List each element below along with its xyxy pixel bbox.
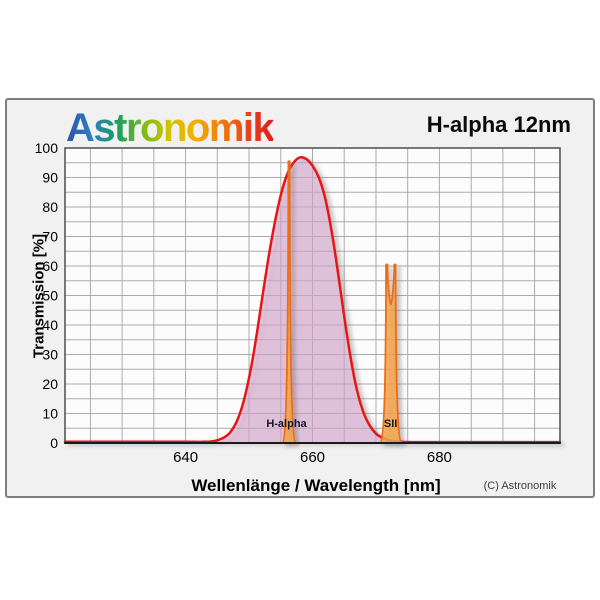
y-axis-title: Transmission [%] bbox=[30, 233, 48, 359]
page-title: H-alpha 12nm bbox=[426, 112, 571, 137]
copyright-note: (C) Astronomik bbox=[483, 480, 557, 492]
astronomik-logo: Astronomik bbox=[66, 106, 275, 150]
x-axis-title: Wellenlänge / Wavelength [nm] bbox=[191, 476, 441, 495]
chart-frame bbox=[5, 98, 595, 498]
